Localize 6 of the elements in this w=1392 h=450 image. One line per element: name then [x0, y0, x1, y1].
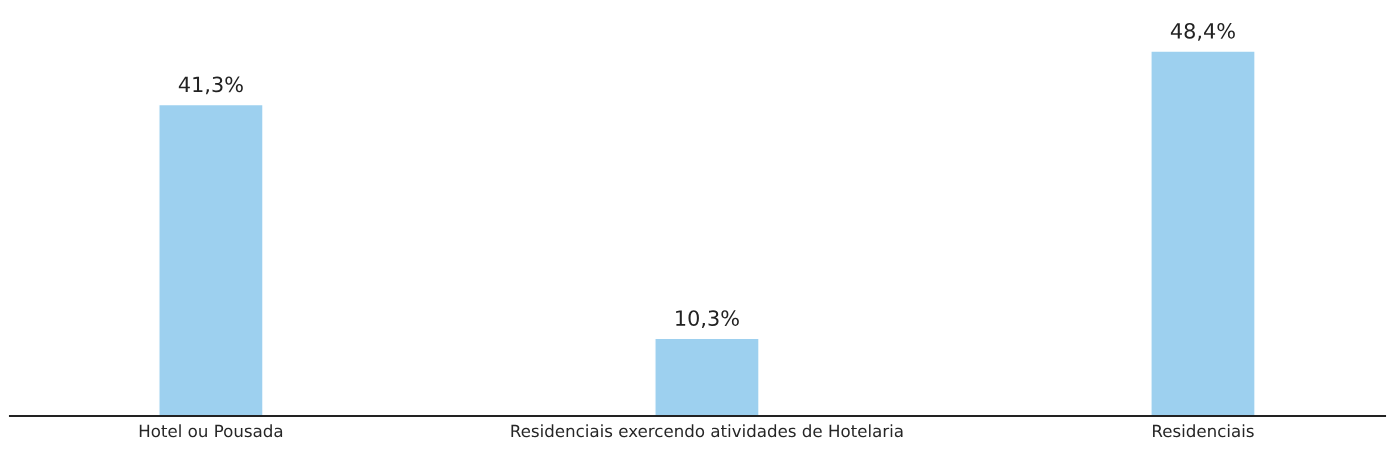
x-tick-label: Hotel ou Pousada [139, 424, 283, 438]
data-label: 48,4% [1170, 22, 1235, 41]
x-tick-label: Residenciais exercendo atividades de Hotelaria [511, 424, 903, 438]
data-label: 41,3% [178, 76, 243, 95]
x-tick-label: Residenciais [1153, 424, 1254, 438]
data-label: 10,3% [676, 310, 739, 329]
